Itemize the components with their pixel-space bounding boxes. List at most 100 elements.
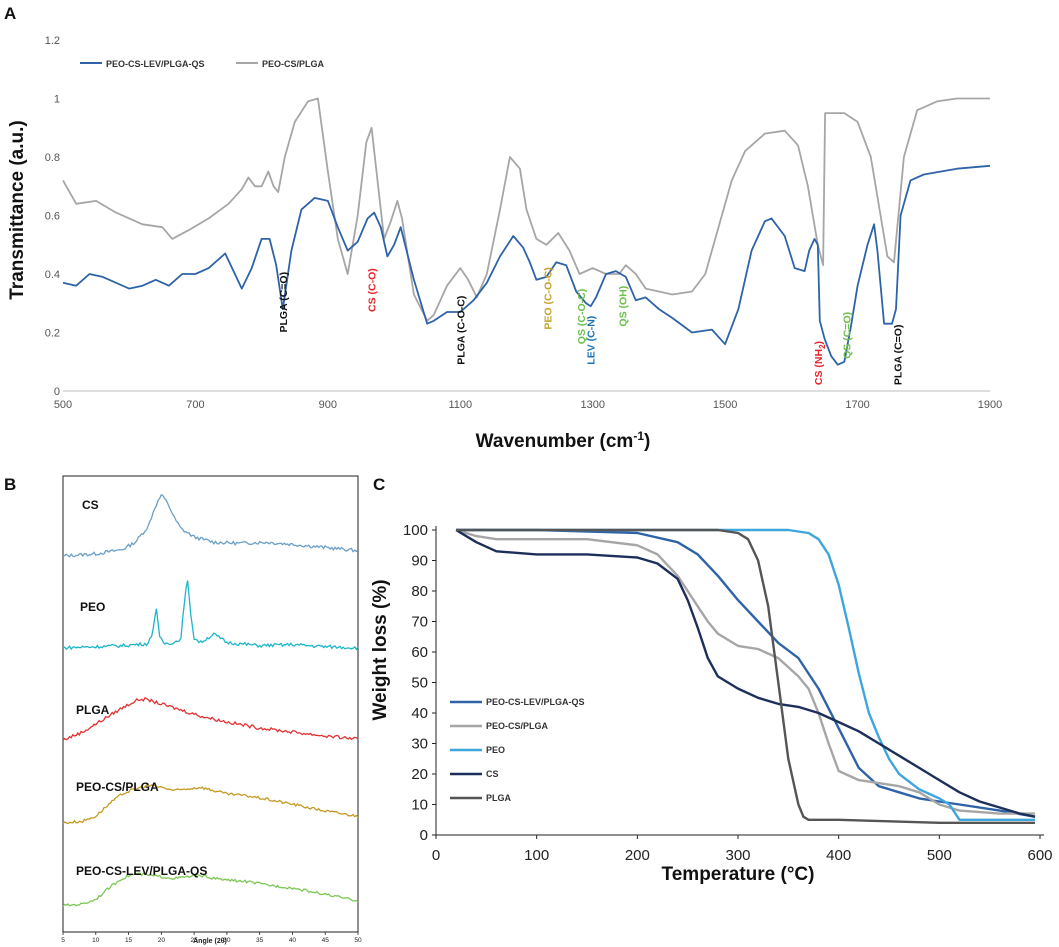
panel-c-x-tick-label: 300 xyxy=(725,847,750,864)
legend-label-cs: CS xyxy=(486,769,499,779)
panel-a-y-tick-label: 1 xyxy=(54,94,60,106)
annotation-plga-c-o: PLGA (C=O) xyxy=(278,272,290,333)
annotation-plga-c-o-c: PLGA (C-O-C) xyxy=(455,296,467,365)
annotation-cs-c-o: CS (C-O) xyxy=(367,268,379,312)
ftir-line-peo-cs-plga xyxy=(62,97,990,322)
panel-a-x-tick-label: 900 xyxy=(319,399,337,411)
panel-c-axes: 0 10 20 30 40 50 60 70 80 90 100 0 100 200 300 400 500 60… xyxy=(403,522,1053,864)
panel-c-y-tick-label: 90 xyxy=(411,553,428,570)
xrd-pattern-peo xyxy=(62,580,359,651)
panel-b-label: B xyxy=(4,475,16,494)
panel-a-x-tick-label: 1700 xyxy=(845,399,869,411)
panel-b-series-labels: CS PEO PLGA PEO-CS/PLGA PEO-CS-LEV/PLGA-QS xyxy=(76,498,207,878)
panel-c-legend: PEO-CS-LEV/PLGA-QS PEO-CS/PLGA PEO CS PLGA xyxy=(450,697,585,803)
panel-c-y-tick-label: 100 xyxy=(403,522,428,539)
panel-c-label: C xyxy=(373,475,385,494)
panel-b-x-tick-label: 35 xyxy=(256,937,264,944)
panel-c-x-tick-label: 200 xyxy=(625,847,650,864)
panel-a-x-tick-label: 1100 xyxy=(448,399,472,411)
panel-a-legend: PEO-CS-LEV/PLGA-QS PEO-CS/PLGA xyxy=(80,59,325,69)
panel-a-x-axis-title: Wavenumber (cm-1) xyxy=(476,429,651,452)
xrd-label-plga: PLGA xyxy=(76,703,110,717)
xrd-label-cs: CS xyxy=(82,498,99,512)
panel-c-series xyxy=(455,528,1036,824)
panel-a-annotations: PLGA (C=O) CS (C-O) PLGA (C-O-C) PEO (C-O-C… xyxy=(278,267,905,385)
panel-c-y-axis-title: Weight loss (%) xyxy=(370,579,391,720)
panel-a-y-axis-title: Transmittance (a.u.) xyxy=(7,120,28,300)
panel-a-y-tick-label: 1.2 xyxy=(45,35,60,47)
panel-a-y-tick-label: 0.8 xyxy=(45,152,60,164)
panel-c-y-tick-label: 70 xyxy=(411,614,428,631)
xrd-label-peo: PEO xyxy=(80,600,105,614)
legend-label-peo-cs-lev-plga-qs: PEO-CS-LEV/PLGA-QS xyxy=(486,697,585,707)
panel-a-y-tick-label: 0 xyxy=(54,386,60,398)
panel-b-x-tick-label: 45 xyxy=(322,937,330,944)
annotation-peo-c-o-c: PEO (C-O-C) xyxy=(543,267,555,329)
panel-b-series xyxy=(62,493,359,907)
panel-c-y-tick-label: 60 xyxy=(411,644,428,661)
annotation-lev-c-n: LEV (C-N) xyxy=(586,316,598,365)
panel-b-x-tick-label: 20 xyxy=(158,937,166,944)
legend-label-peo-cs-plga: PEO-CS/PLGA xyxy=(486,721,549,731)
panel-a-y-tick-label: 0.6 xyxy=(45,211,60,223)
annotation-qs-oh: QS (OH) xyxy=(618,286,630,327)
panel-b-x-tick-label: 40 xyxy=(289,937,297,944)
panel-c-x-tick-label: 100 xyxy=(524,847,549,864)
panel-b-x-axis: 5 10 15 20 25 30 35 40 45 50 xyxy=(61,932,362,944)
panel-c: C 0 10 20 30 40 50 60 70 80 90 100 0 100 200 300 400 500… xyxy=(370,475,1053,885)
panel-a-y-tick-label: 0.4 xyxy=(45,269,60,281)
panel-b: B 5 10 15 20 25 30 35 40 45 50 CS PEO PLGA PEO-CS/PL… xyxy=(4,475,362,945)
panel-a-x-axis-title-end: ) xyxy=(644,431,650,452)
tga-line-plga xyxy=(456,528,1035,824)
panel-c-x-tick-label: 500 xyxy=(927,847,952,864)
panel-b-x-tick-label: 10 xyxy=(92,937,100,944)
panel-b-x-tick-label: 5 xyxy=(61,937,65,944)
panel-b-x-tick-label: 50 xyxy=(354,937,362,944)
panel-c-y-tick-label: 30 xyxy=(411,736,428,753)
panel-a-axes: 0 0.2 0.4 0.6 0.8 1 1.2 500 700 900 1100 1300 1500 17… xyxy=(45,35,1003,411)
annotation-qs-c-o-c: QS (C-O-C) xyxy=(576,289,588,344)
panel-a-x-tick-label: 1900 xyxy=(978,399,1002,411)
panel-a-y-tick-label: 0.2 xyxy=(45,328,60,340)
legend-label-peo: PEO xyxy=(486,745,505,755)
legend-label-ftir-loaded: PEO-CS-LEV/PLGA-QS xyxy=(106,59,205,69)
panel-c-y-tick-label: 80 xyxy=(411,583,428,600)
panel-c-x-axis-title: Temperature (°C) xyxy=(662,864,815,885)
panel-c-y-tick-label: 20 xyxy=(411,766,428,783)
tga-line-peo xyxy=(456,528,1035,821)
panel-b-x-tick-label: 25 xyxy=(190,937,198,944)
panel-b-x-tick-label: 30 xyxy=(223,937,231,944)
xrd-label-peo-cs-lev-plga-qs: PEO-CS-LEV/PLGA-QS xyxy=(76,864,207,878)
tga-line-cs xyxy=(455,528,1036,818)
xrd-pattern-cs xyxy=(62,493,359,558)
panel-c-y-tick-label: 0 xyxy=(420,827,428,844)
legend-label-ftir-blank: PEO-CS/PLGA xyxy=(262,59,325,69)
panel-a-x-tick-label: 1500 xyxy=(713,399,737,411)
xrd-pattern-peo-cs-plga xyxy=(62,783,359,825)
panel-a-series xyxy=(62,97,991,366)
xrd-label-peo-cs-plga: PEO-CS/PLGA xyxy=(76,780,159,794)
panel-a-x-axis-title-main: Wavenumber (cm xyxy=(476,431,634,452)
panel-b-x-tick-label: 15 xyxy=(125,937,133,944)
panel-a-x-tick-label: 1300 xyxy=(580,399,604,411)
panel-b-frame xyxy=(62,475,359,933)
panel-a: A 0 0.2 0.4 0.6 0.8 1 1.2 500 700 900 1100 1300 1500… xyxy=(4,4,1002,452)
ftir-line-peo-cs-lev-plga-qs xyxy=(62,164,991,366)
xrd-pattern-peo-cs-lev-plga-qs xyxy=(62,872,359,907)
panel-c-y-tick-label: 50 xyxy=(411,675,428,692)
panel-c-y-tick-label: 40 xyxy=(411,705,428,722)
legend-label-plga: PLGA xyxy=(486,793,512,803)
panel-b-x-axis-title: Angle (2θ) xyxy=(193,938,227,945)
annotation-cs-nh2: CS (NH2) xyxy=(813,341,827,385)
panel-a-label: A xyxy=(4,4,16,23)
panel-c-y-tick-label: 10 xyxy=(411,797,428,814)
panel-c-x-tick-label: 0 xyxy=(432,847,440,864)
panel-a-x-tick-label: 500 xyxy=(54,399,72,411)
tga-line-peo-cs-plga xyxy=(455,528,1035,815)
annotation-qs-c-o: QS (C=O) xyxy=(841,312,853,359)
annotation-plga-c-o: PLGA (C=O) xyxy=(892,325,904,386)
panel-c-x-tick-label: 400 xyxy=(826,847,851,864)
panel-c-x-tick-label: 600 xyxy=(1027,847,1052,864)
panel-a-x-tick-label: 700 xyxy=(186,399,204,411)
xrd-pattern-plga xyxy=(62,697,359,741)
